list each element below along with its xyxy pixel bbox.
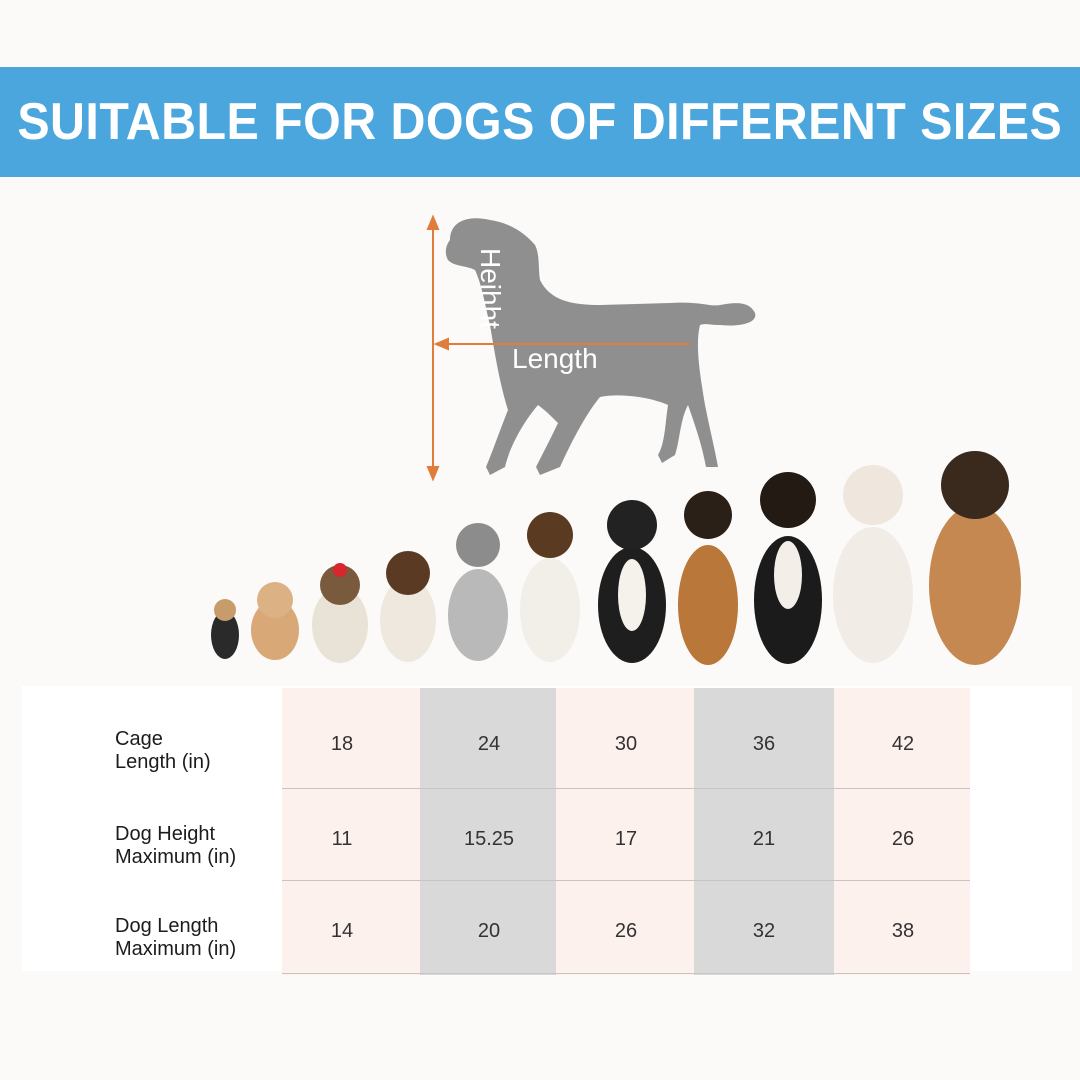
row-divider bbox=[282, 788, 970, 789]
table-cell: 18 bbox=[330, 733, 354, 755]
table-cell: 36 bbox=[752, 733, 776, 755]
length-arrow-icon bbox=[433, 337, 690, 351]
banner-title: SUITABLE FOR DOGS OF DIFFERENT SIZES bbox=[17, 93, 1063, 151]
table-cell: 15.25 bbox=[463, 828, 515, 850]
malinois-icon bbox=[678, 491, 738, 665]
table-cell: 32 bbox=[752, 920, 776, 942]
table-column-4 bbox=[694, 688, 834, 975]
dog-size-diagram bbox=[426, 214, 756, 482]
row-label-cage-length: Cage Length (in) bbox=[115, 728, 211, 773]
table-column-3 bbox=[556, 688, 694, 975]
mastiff-icon bbox=[929, 451, 1021, 665]
table-column-2 bbox=[420, 688, 556, 975]
height-label: Heihht bbox=[475, 248, 506, 329]
table-cell: 26 bbox=[614, 920, 638, 942]
table-column-5 bbox=[834, 688, 970, 975]
table-column-1 bbox=[282, 688, 420, 975]
schnauzer-icon bbox=[448, 523, 508, 661]
table-cell: 26 bbox=[891, 828, 915, 850]
swiss-mountain-icon bbox=[754, 472, 822, 664]
length-label: Length bbox=[512, 343, 598, 374]
dog-silhouette-icon bbox=[445, 218, 756, 475]
title-banner: SUITABLE FOR DOGS OF DIFFERENT SIZES bbox=[0, 67, 1080, 177]
table-cell: 42 bbox=[891, 733, 915, 755]
bulldog-icon bbox=[833, 465, 913, 663]
row-label-dog-length: Dog Length Maximum (in) bbox=[115, 915, 237, 960]
border-collie-icon bbox=[520, 512, 580, 662]
table-cell: 20 bbox=[477, 920, 501, 942]
table-cell: 14 bbox=[330, 920, 354, 942]
row-divider bbox=[282, 973, 970, 974]
height-arrow-icon bbox=[426, 214, 440, 482]
table-cell: 21 bbox=[752, 828, 776, 850]
table-cell: 24 bbox=[477, 733, 501, 755]
table-cell: 38 bbox=[891, 920, 915, 942]
table-cell: 11 bbox=[331, 828, 353, 850]
shih-tzu-icon bbox=[312, 563, 368, 663]
table-cell: 17 bbox=[614, 828, 638, 850]
row-labels-panel bbox=[85, 706, 255, 971]
poodle-icon bbox=[251, 582, 299, 660]
dog-lineup-image bbox=[211, 451, 1021, 665]
row-label-dog-height: Dog Height Maximum (in) bbox=[115, 823, 237, 868]
table-cell: 30 bbox=[614, 733, 638, 755]
row-divider bbox=[282, 880, 970, 881]
beagle-icon bbox=[380, 551, 436, 662]
bernese-icon bbox=[598, 500, 666, 663]
chihuahua-icon bbox=[211, 599, 239, 659]
